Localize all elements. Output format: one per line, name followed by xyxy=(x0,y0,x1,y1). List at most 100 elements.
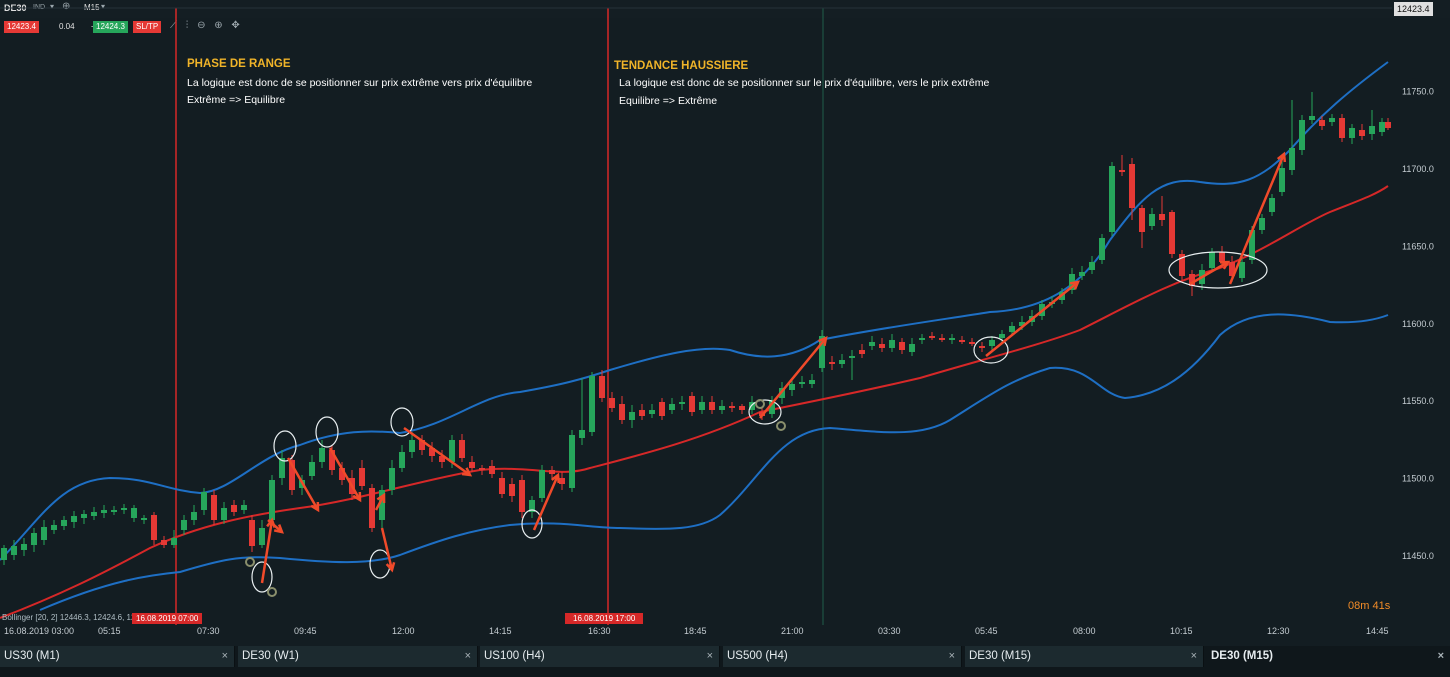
candle-body xyxy=(121,508,127,510)
line-chart-icon[interactable]: ⟋ xyxy=(170,20,177,31)
candle-body xyxy=(999,334,1005,338)
candle-body xyxy=(201,492,207,510)
candle-body xyxy=(739,406,745,410)
x-tick-label: 12:30 xyxy=(1267,626,1290,636)
candle-body xyxy=(101,510,107,513)
close-icon[interactable]: × xyxy=(464,650,471,662)
candle-body xyxy=(949,338,955,340)
x-tick-label: 14:45 xyxy=(1366,626,1389,636)
candle-body xyxy=(969,342,975,344)
trend-line-1: La logique est donc de se positionner su… xyxy=(619,77,990,89)
candle-body xyxy=(359,468,365,486)
trend-arrow xyxy=(328,447,362,501)
crosshair-icon[interactable]: ⊕ xyxy=(62,1,71,12)
move-icon[interactable]: ✥ xyxy=(231,20,240,31)
trend-arrow xyxy=(374,494,386,511)
tab-de30-m15[interactable]: DE30 (M15) × xyxy=(965,646,1204,667)
candle-body xyxy=(1099,238,1105,260)
candle-body xyxy=(1239,262,1245,278)
candle-body xyxy=(1149,214,1155,226)
y-tick-label: 11550.0 xyxy=(1402,396,1434,406)
candle-body xyxy=(389,468,395,490)
indicators-icon[interactable]: ⫶ xyxy=(185,20,189,31)
candle-body xyxy=(899,342,905,350)
candle-body xyxy=(329,450,335,470)
candle-body xyxy=(709,402,715,410)
candle-body xyxy=(979,346,985,348)
trend-arrow xyxy=(380,527,394,571)
upper-band xyxy=(0,61,1389,561)
range-line-1: La logique est donc de se positionner su… xyxy=(187,77,533,89)
candle-body xyxy=(679,402,685,404)
candle-body xyxy=(319,448,325,462)
tab-us500-h4[interactable]: US500 (H4) × xyxy=(723,646,962,667)
candle-body xyxy=(699,402,705,410)
candle-body xyxy=(241,505,247,510)
candle-body xyxy=(221,508,227,520)
candle-body xyxy=(191,512,197,520)
candle-body xyxy=(729,406,735,408)
price-chart[interactable]: 11450.0 11500.0 11550.0 11600.0 11650.0 11700… xyxy=(0,0,1450,646)
zoom-in-icon[interactable]: ⊕ xyxy=(214,20,223,31)
y-tick-label: 11750.0 xyxy=(1402,87,1434,97)
x-tick-label: 03:30 xyxy=(878,626,901,636)
candle-body xyxy=(171,538,177,545)
candle-body xyxy=(449,440,455,462)
close-icon[interactable]: × xyxy=(1437,650,1444,662)
arrow-head xyxy=(550,472,560,484)
candle-body xyxy=(689,396,695,412)
range-title: PHASE DE RANGE xyxy=(187,58,291,70)
candle-body xyxy=(269,480,275,520)
candle-body xyxy=(529,500,535,512)
buy-button[interactable]: 12424.3 xyxy=(93,21,128,33)
candle-body xyxy=(829,362,835,364)
sell-button[interactable]: 12423.4 xyxy=(4,21,39,33)
candle-body xyxy=(439,456,445,462)
tab-us100-h4[interactable]: US100 (H4) × xyxy=(480,646,720,667)
candle-body xyxy=(429,448,435,456)
candle-body xyxy=(669,404,675,410)
timeframe-chevron-icon[interactable]: ▾ xyxy=(101,2,106,11)
arrow-head xyxy=(1219,260,1231,270)
candle-body xyxy=(879,344,885,348)
close-icon[interactable]: × xyxy=(706,650,713,662)
candle-body xyxy=(1019,322,1025,326)
tab-us30-m1[interactable]: US30 (M1) × xyxy=(0,646,235,667)
candle-body xyxy=(659,402,665,416)
arrow-head xyxy=(376,492,386,504)
trade-marker-icon xyxy=(776,421,786,431)
candle-body xyxy=(519,480,525,512)
candle-body xyxy=(1189,274,1195,286)
close-icon[interactable]: × xyxy=(221,650,228,662)
candle-body xyxy=(51,525,57,530)
candle-body xyxy=(1379,122,1385,132)
zoom-out-icon[interactable]: ⊖ xyxy=(197,20,206,31)
candle-body xyxy=(211,495,217,520)
trend-arrow xyxy=(1189,260,1229,286)
candle-body xyxy=(1319,120,1325,126)
x-tick-label: 05:15 xyxy=(98,626,121,636)
y-tick-label: 11500.0 xyxy=(1402,474,1434,484)
bollinger-label[interactable]: Bollinger [20, 2] 12446.3, 12424.6, 1240… xyxy=(2,613,156,622)
candle-body xyxy=(1219,252,1225,262)
tab-de30-m15-active[interactable]: DE30 (M15) × xyxy=(1207,646,1450,667)
x-tick-label: 14:15 xyxy=(489,626,512,636)
y-tick-label: 11600.0 xyxy=(1402,319,1434,329)
candle-body xyxy=(339,468,345,480)
candle-body xyxy=(559,478,565,484)
close-icon[interactable]: × xyxy=(1190,650,1197,662)
candle-body xyxy=(839,360,845,364)
trade-marker-icon xyxy=(755,399,765,409)
candle-body xyxy=(599,376,605,398)
candle-body xyxy=(161,540,167,545)
close-icon[interactable]: × xyxy=(948,650,955,662)
highlight-ellipse xyxy=(273,430,297,462)
chevron-down-icon[interactable]: ▾ xyxy=(50,2,55,11)
tab-de30-w1[interactable]: DE30 (W1) × xyxy=(238,646,478,667)
candle-body xyxy=(279,458,285,478)
candle-body xyxy=(959,340,965,342)
candle-body xyxy=(181,520,187,530)
x-tick-label: 16:30 xyxy=(588,626,611,636)
candle-body xyxy=(1139,208,1145,232)
sltp-button[interactable]: SL/TP xyxy=(133,21,162,33)
